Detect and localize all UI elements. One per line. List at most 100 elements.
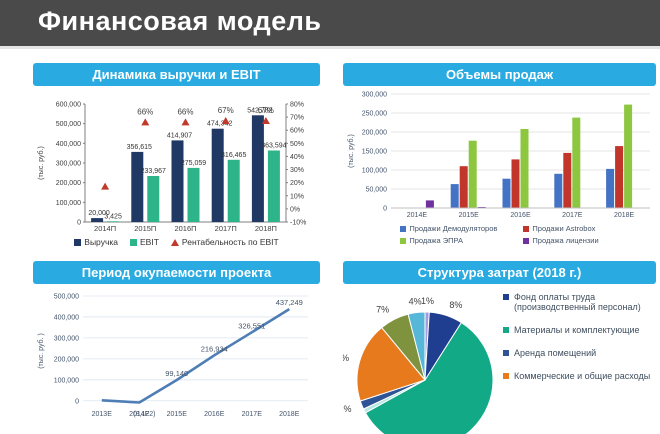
grouped-bar-chart-svg: 0 50,000 100,000 150,000 200,000 250,000 300,0… xyxy=(347,92,650,219)
panel-sales-volumes: Объемы продаж 0 50,000 100,000 150,000 200,0… xyxy=(343,63,656,255)
legend-label: Фонд оплаты труда (производственный перс… xyxy=(514,292,641,312)
legend-item: Продажи Astrobox xyxy=(523,224,598,233)
panel-title-cost-structure: Структура затрат (2018 г.) xyxy=(343,261,656,284)
slide-title-banner: Финансовая модель xyxy=(0,0,660,49)
svg-text:7%: 7% xyxy=(376,305,389,315)
svg-text:2%: 2% xyxy=(343,404,352,414)
svg-text:600,000: 600,000 xyxy=(56,102,81,109)
svg-text:2015E: 2015E xyxy=(167,411,188,418)
svg-text:66%: 66% xyxy=(137,107,153,116)
svg-text:275,059: 275,059 xyxy=(181,160,206,167)
svg-text:300,000: 300,000 xyxy=(362,92,387,99)
svg-text:2017E: 2017E xyxy=(242,411,263,418)
svg-text:2018П: 2018П xyxy=(255,224,277,233)
svg-text:2016E: 2016E xyxy=(510,212,531,219)
svg-text:400,000: 400,000 xyxy=(56,141,81,148)
svg-text:(тыс. руб. ): (тыс. руб. ) xyxy=(37,333,45,369)
legend-item: Аренда помещений xyxy=(503,348,653,358)
line-chart-svg: 0 100,000 200,000 300,000 400,000 500,000 (тыс… xyxy=(37,294,308,418)
panel-payback-period: Период окупаемости проекта 0 100,000 200,0… xyxy=(33,261,320,418)
panel-title-sales-volumes: Объемы продаж xyxy=(343,63,656,86)
series-swatch xyxy=(503,294,509,300)
panel-title-payback-period: Период окупаемости проекта xyxy=(33,261,320,284)
svg-text:67%: 67% xyxy=(258,106,274,115)
series-swatch xyxy=(74,238,82,246)
svg-text:500,000: 500,000 xyxy=(54,294,79,301)
svg-text:0: 0 xyxy=(75,398,79,405)
svg-text:2014E: 2014E xyxy=(407,212,428,219)
svg-text:(тыс. руб.): (тыс. руб.) xyxy=(347,134,355,168)
svg-text:(тыс. руб.): (тыс. руб.) xyxy=(37,146,45,180)
series-swatch xyxy=(523,225,530,232)
svg-text:542,782: 542,782 xyxy=(247,107,272,114)
legend-label: Коммерческие и общие расходы xyxy=(514,371,651,381)
svg-text:300,000: 300,000 xyxy=(54,335,79,342)
combo-chart-svg: 0 100,000 200,000 300,000 400,000 500,000 600,… xyxy=(37,102,306,234)
svg-text:60%: 60% xyxy=(290,128,304,135)
series-swatch xyxy=(523,237,530,244)
svg-text:200,000: 200,000 xyxy=(54,356,79,363)
svg-text:2015E: 2015E xyxy=(459,212,480,219)
chart-sales-volumes: 0 50,000 100,000 150,000 200,000 250,000 300,0… xyxy=(343,86,656,245)
svg-text:4%: 4% xyxy=(409,297,422,307)
pie-chart-svg: 1% 8% 2% 19% 7% 4% xyxy=(343,296,494,434)
legend-item: Продажа ЭПРА xyxy=(400,236,497,245)
svg-text:0%: 0% xyxy=(290,206,300,213)
svg-text:10%: 10% xyxy=(290,193,304,200)
svg-text:2016П: 2016П xyxy=(174,224,196,233)
triangle-marker-icon xyxy=(170,238,179,246)
svg-text:200,000: 200,000 xyxy=(362,130,387,137)
svg-text:2017E: 2017E xyxy=(562,212,583,219)
legend-item: Материалы и комплектующие xyxy=(503,325,653,335)
legend-item: Продажи Демодуляторов xyxy=(400,224,497,233)
legend-cost-structure: Фонд оплаты труда (производственный перс… xyxy=(503,284,653,434)
svg-text:316,465: 316,465 xyxy=(221,152,246,159)
legend-item: Выручка xyxy=(74,237,118,247)
svg-text:400,000: 400,000 xyxy=(54,314,79,321)
svg-text:100,000: 100,000 xyxy=(54,377,79,384)
panel-cost-structure: Структура затрат (2018 г.) 1% 8% 2% 19% 7% 4%… xyxy=(343,261,656,434)
legend-item: Продажа лицензии xyxy=(523,236,599,245)
panel-revenue-ebit: Динамика выручки и EBIT 0 100,000 200,000 3… xyxy=(33,63,320,255)
svg-text:8%: 8% xyxy=(449,300,462,310)
svg-text:20%: 20% xyxy=(290,180,304,187)
svg-text:500,000: 500,000 xyxy=(56,121,81,128)
legend-sales-volumes: Продажи Демодуляторов Продажи Astrobox Про… xyxy=(343,224,656,245)
series-swatch xyxy=(503,373,509,379)
svg-text:356,615: 356,615 xyxy=(127,144,152,151)
svg-text:216,934: 216,934 xyxy=(201,344,228,353)
svg-text:19%: 19% xyxy=(343,353,349,363)
chart-revenue-ebit: 0 100,000 200,000 300,000 400,000 500,000 600,… xyxy=(33,86,320,248)
svg-text:(8,122): (8,122) xyxy=(133,411,155,418)
svg-text:2018E: 2018E xyxy=(279,411,300,418)
svg-text:2016E: 2016E xyxy=(204,411,225,418)
legend-item: Фонд оплаты труда (производственный перс… xyxy=(503,292,653,312)
svg-text:437,249: 437,249 xyxy=(276,298,303,307)
series-swatch xyxy=(130,238,138,246)
slide-title: Финансовая модель xyxy=(38,6,322,36)
svg-text:200,000: 200,000 xyxy=(56,180,81,187)
series-swatch xyxy=(400,225,407,232)
svg-text:40%: 40% xyxy=(290,154,304,161)
legend-label: Материалы и комплектующие xyxy=(514,325,640,335)
legend-item: EBIT xyxy=(130,237,159,247)
svg-text:300,000: 300,000 xyxy=(56,161,81,168)
svg-text:50%: 50% xyxy=(290,141,304,148)
svg-text:326,551: 326,551 xyxy=(238,321,265,330)
legend-item: Рентабельность по EBIT xyxy=(170,237,279,247)
legend-item: Коммерческие и общие расходы xyxy=(503,371,653,381)
svg-text:0: 0 xyxy=(383,206,387,213)
svg-text:2013E: 2013E xyxy=(92,411,113,418)
svg-text:80%: 80% xyxy=(290,102,304,109)
svg-text:150,000: 150,000 xyxy=(362,149,387,156)
svg-text:66%: 66% xyxy=(177,107,193,116)
svg-text:70%: 70% xyxy=(290,115,304,122)
svg-text:50,000: 50,000 xyxy=(366,187,388,194)
chart-cost-structure: 1% 8% 2% 19% 7% 4% Фонд оплаты труда (производ… xyxy=(343,284,656,434)
svg-text:233,967: 233,967 xyxy=(141,168,166,175)
svg-text:2017П: 2017П xyxy=(215,224,237,233)
svg-text:30%: 30% xyxy=(290,167,304,174)
svg-text:474,342: 474,342 xyxy=(207,121,232,128)
svg-text:363,594: 363,594 xyxy=(261,142,286,149)
svg-text:2014П: 2014П xyxy=(94,224,116,233)
